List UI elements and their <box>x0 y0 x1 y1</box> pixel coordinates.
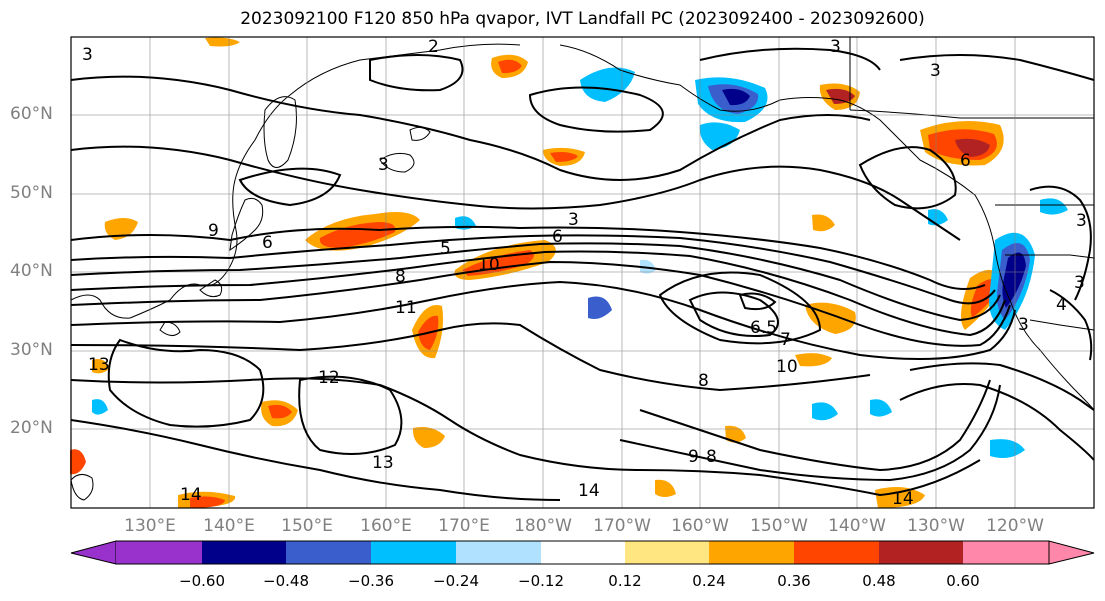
colorbar <box>70 540 1095 565</box>
colorbar-tick: −0.48 <box>263 572 309 590</box>
contour-label: 14 <box>578 481 600 501</box>
lon-label: 140°W <box>828 516 886 536</box>
colorbar-tick: 0.36 <box>777 572 811 590</box>
contour-label: 8 <box>395 267 406 287</box>
colorbar-tick: −0.24 <box>433 572 479 590</box>
lon-label: 130°E <box>124 516 176 536</box>
colorbar-tick: 0.24 <box>692 572 726 590</box>
contour-label: 12 <box>318 368 340 388</box>
colorbar-extend-high <box>1048 540 1095 565</box>
contour-label: 14 <box>892 489 914 509</box>
contour-label: 10 <box>478 255 500 275</box>
colorbar-tick: −0.36 <box>348 572 394 590</box>
contour-label: 3 <box>82 45 93 65</box>
contour-label: 6 <box>262 233 273 253</box>
contour-label: 6.5 <box>750 318 777 338</box>
contour-label: 7 <box>780 330 791 350</box>
lon-label: 170°E <box>438 516 490 536</box>
lat-label: 50°N <box>10 183 53 203</box>
contour-label: 3 <box>1018 315 1029 335</box>
lon-label: 160°W <box>671 516 729 536</box>
lon-label: 170°W <box>593 516 651 536</box>
contour-label: 13 <box>372 453 394 473</box>
contour-label: 10 <box>776 357 798 377</box>
contour-label: 3 <box>1074 273 1085 293</box>
contour-label: 3 <box>930 61 941 81</box>
contour-label: 6 <box>552 227 563 247</box>
contour-label: 8 <box>706 447 717 467</box>
lon-label: 150°E <box>281 516 333 536</box>
lon-label: 150°W <box>750 516 808 536</box>
contour-label: 6 <box>960 151 971 171</box>
ivt-contours <box>70 47 1095 501</box>
map-frame <box>70 36 1095 509</box>
lon-label: 140°E <box>203 516 255 536</box>
contour-label: 3 <box>568 210 579 230</box>
map-title: 2023092100 F120 850 hPa qvapor, IVT Land… <box>240 9 925 29</box>
contour-label-layer: 3 2 3 3 3 6 3 5 6 8 10 11 7 6.5 10 12 13… <box>82 37 1087 509</box>
contour-label: 5 <box>440 239 451 259</box>
coastlines <box>70 43 1095 501</box>
contour-label: 11 <box>395 298 417 318</box>
contour-label: 3 <box>830 37 841 57</box>
contour-label: 9 <box>688 447 699 467</box>
colorbar-tick: 0.60 <box>946 572 980 590</box>
contour-label: 14 <box>180 485 202 505</box>
contour-label: 3 <box>1076 211 1087 231</box>
contour-label: 8 <box>698 371 709 391</box>
contour-label: 13 <box>88 355 110 375</box>
contour-label: 4 <box>1056 295 1067 315</box>
lat-label: 30°N <box>10 340 53 360</box>
contour-label: 2 <box>428 37 439 57</box>
lon-label: 130°W <box>907 516 965 536</box>
contour-label: 3 <box>378 155 389 175</box>
lon-label: 180°W <box>514 516 572 536</box>
colorbar-tick: −0.60 <box>179 572 225 590</box>
lat-label: 40°N <box>10 261 53 281</box>
lon-label: 160°E <box>360 516 412 536</box>
map-plot-area <box>71 37 1094 508</box>
colorbar-extend-low <box>70 540 117 565</box>
borders <box>849 37 1095 331</box>
lat-label: 20°N <box>10 418 53 438</box>
lat-label: 60°N <box>10 104 53 124</box>
colorbar-tick: 0.12 <box>608 572 642 590</box>
colorbar-tick: −0.12 <box>518 572 564 590</box>
lon-label: 120°W <box>986 516 1044 536</box>
contour-label: 9 <box>208 221 219 241</box>
colorbar-tick: 0.48 <box>862 572 896 590</box>
